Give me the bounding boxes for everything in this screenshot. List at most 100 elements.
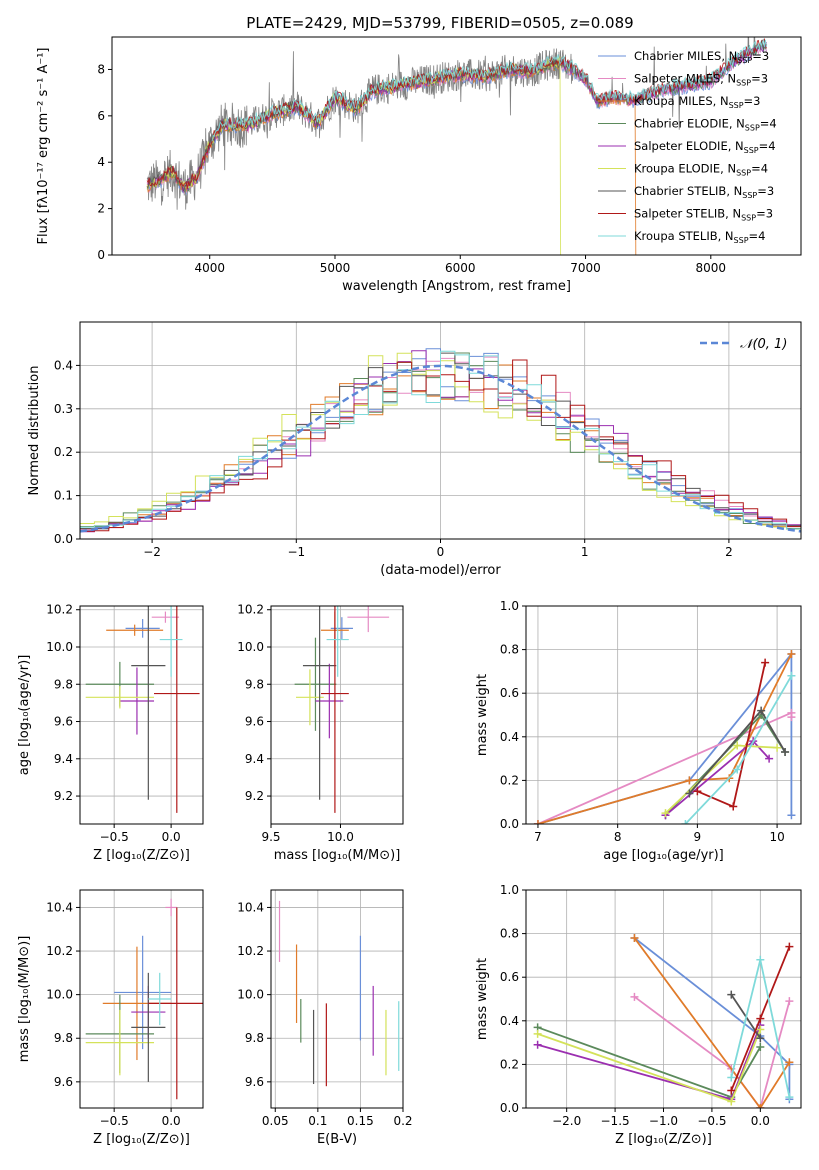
x-axis-label: Z [log₁₀(Z/Z⊙)] [93,848,190,863]
model-spectrum-1 [146,42,767,194]
weight-marker [756,1042,765,1051]
panels: 4000 5000 6000 7000 8000 0 2 4 6 8 wavelength [Ang… [17,36,802,1147]
y-tick-label: 8 [97,62,105,76]
weight-marker [727,1086,736,1095]
y-tick-label: 9.2 [54,789,73,803]
legend-label: Chabrier MILES, NSSP=3 [634,49,769,65]
y-tick-label: 9.4 [54,752,73,766]
legend-label: 𝒩(0, 1) [740,337,787,352]
observed-spectrum [146,37,768,210]
axes-frame [79,321,802,540]
weight-line-7 [697,662,766,808]
x-tick-label: −2 [143,545,161,559]
weight-marker [756,1025,765,1034]
weight-marker [756,1014,765,1023]
x-tick-label: −0.5 [100,1114,129,1128]
axes-frame [525,605,802,825]
y-axis-label: mass weight [475,674,490,756]
x-tick-label: 9.5 [261,830,280,844]
legend-label: Kroupa ELODIE, NSSP=4 [634,162,768,178]
weight-marker [727,1097,736,1106]
x-tick-label: 7 [534,830,542,844]
y-tick-label: 0.0 [500,817,519,831]
weight-marker [533,1029,542,1038]
y-tick-label: 1.0 [500,599,519,613]
panel-weight_vs_age: 7 8 9 10 0.0 0.2 0.4 0.6 0.8 1.0 age [log₁₀(age/yr… [475,599,802,863]
model-spectrum-6 [146,39,767,192]
panel-age_vs_mass: 9.5 10.0 9.2 9.4 9.6 9.8 10.0 10.2 mass [log₁₀(M… [237,603,404,863]
x-tick-label: 4000 [194,261,225,275]
y-tick-label: 0.2 [500,1057,519,1071]
y-tick-label: 9.4 [245,752,264,766]
weight-marker [630,992,639,1001]
y-tick-label: 9.8 [54,677,73,691]
y-tick-label: 10.0 [237,640,264,654]
y-tick-label: 0.6 [500,686,519,700]
weight-marker [729,802,738,811]
weight-marker [785,942,794,951]
weight-marker [765,754,774,763]
x-tick-label: 0.0 [162,1114,181,1128]
x-tick-label: 9 [694,830,702,844]
x-tick-label: 6000 [445,261,476,275]
x-tick-label: 2 [725,545,733,559]
weight-marker [785,1058,794,1067]
weight-marker [693,787,702,796]
weight-marker [685,776,694,785]
x-tick-label: 7000 [570,261,601,275]
legend-label: Salpeter ELODIE, NSSP=4 [634,139,776,155]
weight-marker [533,820,542,824]
y-tick-label: 0.2 [500,773,519,787]
weight-marker [787,811,796,820]
weight-marker [681,820,690,824]
weight-marker [785,1093,794,1102]
y-tick-label: 9.2 [245,789,264,803]
plot-area [80,322,801,539]
plot-area [271,606,403,824]
y-tick-label: 10.2 [237,603,264,617]
x-tick-label: −1.5 [601,1114,630,1128]
y-tick-label: 10.2 [46,603,73,617]
plot-area [526,890,801,1108]
x-axis-label: E(B-V) [317,1132,357,1147]
x-tick-label: −2.0 [552,1114,581,1128]
x-tick-label: 1 [581,545,589,559]
y-tick-label: 10.0 [237,988,264,1002]
x-axis-label: age [log₁₀(age/yr)] [603,848,724,863]
y-tick-label: 0.4 [54,358,73,372]
weight-marker [787,671,796,680]
axes-frame [111,36,802,256]
weight-marker [761,658,770,667]
x-tick-label: −1.0 [649,1114,678,1128]
y-tick-label: 10.2 [46,944,73,958]
y-tick-label: 2 [97,202,105,216]
plot-area [80,606,203,824]
weight-line-2 [633,937,791,1108]
plot-area [526,606,801,824]
y-axis-label: mass [log₁₀(M/M⊙)] [17,936,32,1063]
weight-marker [773,743,782,752]
weight-marker [785,997,794,1006]
x-tick-label: 0.15 [347,1114,374,1128]
panel-weight_vs_Z: −2.0 −1.5 −1.0 −0.5 0.0 0.0 0.2 0.4 0.6 0.8 1.0 Z [… [475,883,802,1147]
y-tick-label: 1.0 [500,883,519,897]
panel-mass_vs_Z: −0.5 0.0 9.6 9.8 10.0 10.2 10.4 Z [log₁₀(Z/Z⊙)]… [17,889,204,1147]
y-tick-label: 0.3 [54,402,73,416]
y-tick-label: 0.8 [500,643,519,657]
x-tick-label: 0.0 [751,1114,770,1128]
model-spectrum-8 [211,38,767,142]
model-spectrum-5 [146,56,562,255]
y-tick-label: 9.8 [54,1031,73,1045]
y-tick-label: 0.2 [54,445,73,459]
weight-marker [781,748,790,757]
y-tick-label: 10.0 [46,988,73,1002]
y-tick-label: 10.4 [237,900,264,914]
y-tick-label: 6 [97,109,105,123]
y-tick-label: 10.2 [237,944,264,958]
x-tick-label: 5000 [320,261,351,275]
weight-marker [756,955,765,964]
x-tick-label: 8 [614,830,622,844]
y-tick-label: 9.6 [54,1075,73,1089]
legend-label: Chabrier ELODIE, NSSP=4 [634,117,777,133]
